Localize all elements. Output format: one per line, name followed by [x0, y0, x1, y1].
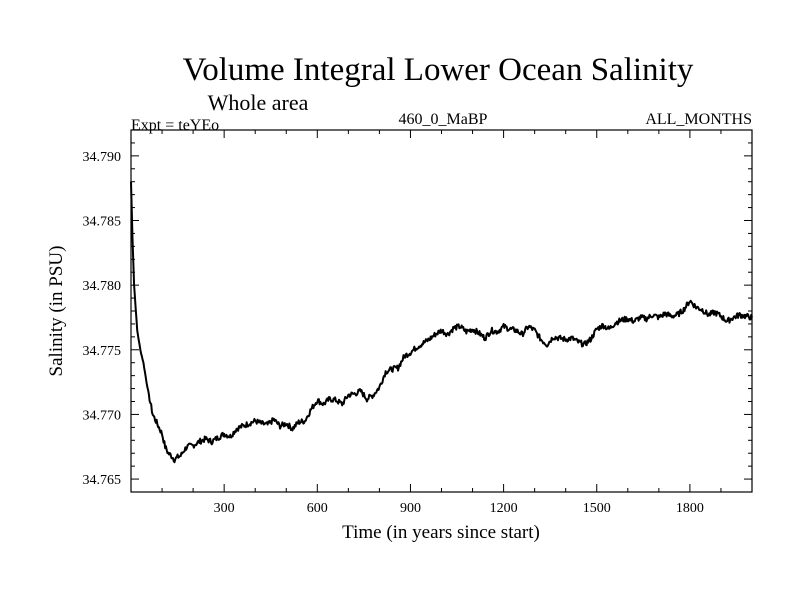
plot-frame — [130, 129, 753, 493]
months-label: ALL_MONTHS — [645, 111, 752, 128]
y-tick-label: 34.790 — [83, 150, 122, 165]
x-axis: 300 600 900 1200 1500 1800 — [161, 130, 722, 516]
y-axis: 34.765 34.770 34.775 34.780 34.785 34.790 — [83, 142, 752, 488]
x-axis-label: Time (in years since start) — [342, 522, 540, 543]
y-tick-label: 34.780 — [83, 279, 122, 294]
x-tick-label: 1500 — [583, 501, 611, 516]
x-tick-label: 1200 — [490, 501, 518, 516]
x-tick-label: 900 — [400, 501, 421, 516]
x-tick-label: 600 — [307, 501, 328, 516]
chart-subtitle: Whole area — [208, 90, 309, 115]
y-tick-label: 34.770 — [83, 408, 122, 423]
y-axis-label: Salinity (in PSU) — [46, 246, 67, 377]
chart-title: Volume Integral Lower Ocean Salinity — [183, 52, 694, 88]
run-label: 460_0_MaBP — [399, 111, 488, 128]
series-line-salinity — [130, 181, 753, 464]
y-tick-label: 34.775 — [83, 344, 122, 359]
x-tick-label: 1800 — [676, 501, 704, 516]
y-tick-label: 34.785 — [83, 215, 122, 230]
x-tick-label: 300 — [214, 501, 235, 516]
y-tick-label: 34.765 — [83, 473, 122, 488]
experiment-label: Expt = teYEo — [131, 117, 219, 134]
